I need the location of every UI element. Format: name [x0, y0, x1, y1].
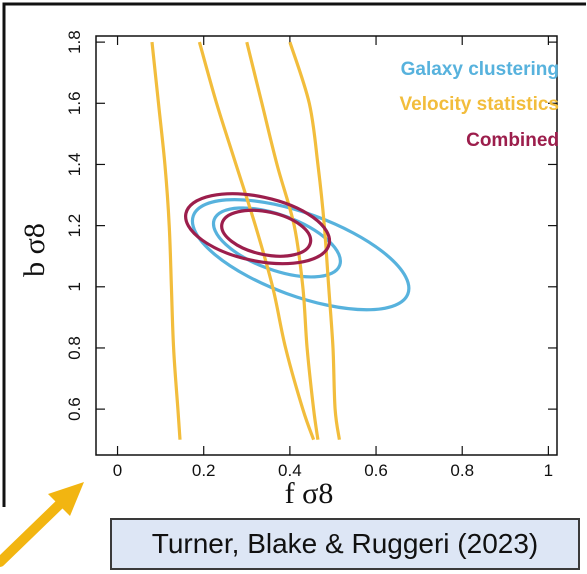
- x-tick-label: 0: [113, 461, 122, 480]
- velocity-statistics-contour-inner-right: [245, 41, 320, 440]
- legend: Galaxy clustering Velocity statistics Co…: [400, 59, 559, 151]
- citation-box: Turner, Blake & Ruggeri (2023): [110, 518, 580, 570]
- combined-contour-inner: [220, 208, 313, 258]
- y-axis: 0.6 0.8 1 1.2 1.4 1.6 1.8: [65, 30, 557, 421]
- x-axis: 0 0.2 0.4 0.6 0.8 1: [113, 36, 553, 480]
- contour-layer: [150, 41, 411, 441]
- velocity-statistics-contour-inner-left: [197, 41, 316, 441]
- y-tick-label: 1.2: [65, 214, 84, 238]
- panel-frame: [2, 2, 586, 507]
- y-tick-label: 1.4: [65, 153, 84, 177]
- citation-text: Turner, Blake & Ruggeri (2023): [151, 528, 539, 559]
- y-tick-label: 0.8: [65, 336, 84, 360]
- y-tick-label: 1.8: [65, 30, 84, 54]
- x-axis-label: f σ8: [285, 477, 334, 510]
- y-tick-label: 0.6: [65, 397, 84, 421]
- combined-contour-outer: [184, 192, 332, 266]
- x-tick-label: 0.6: [364, 461, 388, 480]
- legend-velocity-statistics: Velocity statistics: [400, 94, 559, 115]
- y-axis-label: b σ8: [18, 223, 51, 277]
- y-tick-label: 1: [65, 282, 84, 291]
- arrow-icon: [0, 482, 84, 567]
- x-tick-label: 1: [544, 461, 553, 480]
- velocity-statistics-contour-outer-left: [150, 41, 182, 440]
- legend-galaxy-clustering: Galaxy clustering: [401, 59, 559, 80]
- legend-combined: Combined: [466, 130, 559, 151]
- x-tick-label: 0.2: [192, 461, 216, 480]
- x-tick-label: 0.4: [278, 461, 302, 480]
- x-tick-label: 0.8: [450, 461, 474, 480]
- y-tick-label: 1.6: [65, 91, 84, 115]
- galaxy-clustering-contour-outer: [190, 198, 411, 312]
